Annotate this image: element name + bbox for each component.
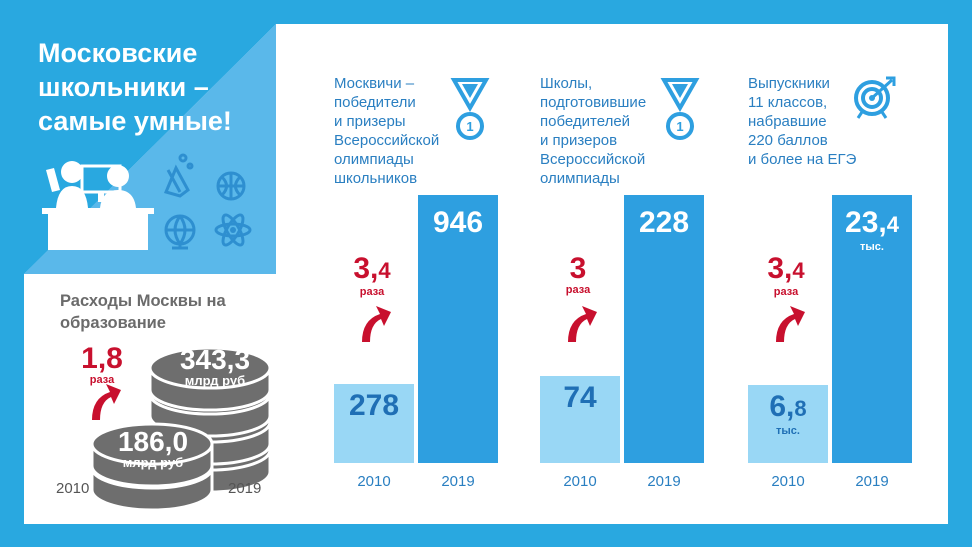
spending-title: Расходы Москвы на образование (60, 290, 280, 334)
bar-2019 (832, 195, 912, 463)
coin-icon (90, 422, 214, 466)
multiplier-unit: раза (773, 286, 799, 298)
chart-caption: Выпускники 11 классов, набравшие 220 баллов… (748, 74, 878, 169)
bar-unit-label: тыс. (860, 241, 884, 253)
year-label: 2010 (563, 473, 597, 490)
page-title: Московские школьники – самые умные! (38, 36, 268, 138)
spending-2010-value: 186,0 млрд руб (108, 428, 198, 470)
target-icon (854, 76, 896, 119)
chart-caption: Школы, подготовившие победителей и призеров… (540, 74, 670, 188)
multiplier-decimal: 4 (792, 258, 805, 283)
chart-caption-line: Всероссийской (540, 151, 646, 168)
chart-caption-line: и призеры (334, 113, 406, 130)
multiplier-value: 1,8 (81, 342, 123, 375)
bar-value-label: 228 (638, 206, 690, 239)
desk-icon (48, 212, 148, 250)
multiplier-unit: раза (565, 284, 591, 296)
value-2019: 343,3 (179, 344, 251, 375)
chart-multiplier: 3 раза (548, 252, 608, 297)
spending-multiplier: 1,8 раза (80, 342, 124, 387)
multiplier-decimal: 4 (378, 258, 391, 283)
spending-title-line: Расходы Москвы на (60, 292, 226, 310)
svg-text:1: 1 (676, 119, 683, 134)
chart-caption-line: школьников (334, 170, 418, 187)
growth-arrow-icon (362, 306, 391, 342)
chart-caption-line: победители (334, 94, 416, 111)
chart-caption-line: и более на ЕГЭ (748, 151, 857, 168)
chart-caption-line: набравшие (748, 113, 827, 130)
chart-multiplier: 3,4 раза (756, 252, 816, 299)
multiplier-value: 3,4 (767, 252, 805, 285)
medal-icon: 1 (660, 78, 700, 140)
multiplier-unit: раза (359, 286, 385, 298)
coin-stacks (90, 346, 272, 512)
chart-caption-line: олимпиады (334, 151, 414, 168)
multiplier-value: 3 (569, 252, 587, 285)
chart-multiplier: 3,4 раза (342, 252, 402, 299)
classroom-illustration (42, 153, 252, 250)
bar-value-label: 946 (432, 206, 484, 239)
chart-caption-line: Всероссийской (334, 132, 440, 149)
student-icon (61, 161, 83, 183)
growth-arrow-icon (92, 384, 121, 420)
bar-value-int: 6, (769, 390, 795, 423)
spending-year-2010: 2010 (56, 480, 90, 497)
unit-label: млрд руб (122, 455, 184, 470)
chart-caption-line: олимпиады (540, 170, 620, 187)
year-label: 2010 (357, 473, 391, 490)
spending-title-line: образование (60, 314, 166, 332)
growth-arrow-icon (568, 306, 597, 342)
flask-icon (163, 164, 190, 198)
atom-icon (214, 222, 252, 238)
bar-value-dec: 8 (794, 396, 807, 421)
title-line: самые умные! (38, 106, 232, 136)
title-line: школьники – (38, 72, 209, 102)
chart-caption-line: Москвичи – (334, 75, 415, 92)
multiplier-unit: раза (89, 374, 115, 386)
chart-caption-line: и призеров (540, 132, 618, 149)
bar-value-dec: 4 (886, 212, 899, 237)
chart-caption-line: Выпускники (748, 75, 830, 92)
bar-value-int: 23, (845, 206, 887, 239)
bar-2010 (540, 376, 620, 463)
bar-value-label: 278 (348, 389, 400, 422)
spending-2019-value: 343,3 млрд руб (170, 346, 260, 388)
chart-caption-line: победителей (540, 113, 631, 130)
spending-year-2019: 2019 (228, 480, 262, 497)
value-2010: 186,0 (117, 426, 189, 457)
multiplier-value: 3,4 (353, 252, 391, 285)
year-label: 2019 (647, 473, 681, 490)
chart-caption-line: 220 баллов (748, 132, 828, 149)
bar-value-label: 74 (563, 381, 597, 414)
chart-caption-line: Школы, (540, 75, 593, 92)
coin-icon (148, 346, 272, 390)
chart-caption-line: подготовившие (540, 94, 647, 111)
year-label: 2019 (441, 473, 475, 490)
year-label: 2019 (855, 473, 889, 490)
bar-2019 (418, 195, 498, 463)
bar-unit-label: тыс. (776, 425, 800, 437)
bar-value-label: 6,8 (748, 387, 828, 429)
chart-caption-line: 11 классов, (748, 94, 828, 111)
svg-text:1: 1 (466, 119, 473, 134)
bar-2010 (748, 385, 828, 463)
bar-2019 (624, 195, 704, 463)
growth-arrow-icon (776, 306, 805, 342)
chart-caption: Москвичи – победители и призеры Всероссийск… (334, 74, 464, 188)
bar-2010 (334, 384, 414, 463)
medal-icon: 1 (450, 78, 490, 140)
unit-label: млрд руб (184, 373, 246, 388)
title-line: Московские (38, 38, 198, 68)
year-label: 2010 (771, 473, 805, 490)
teacher-icon (107, 165, 129, 187)
bar-value-label: 23,4 (832, 203, 912, 245)
